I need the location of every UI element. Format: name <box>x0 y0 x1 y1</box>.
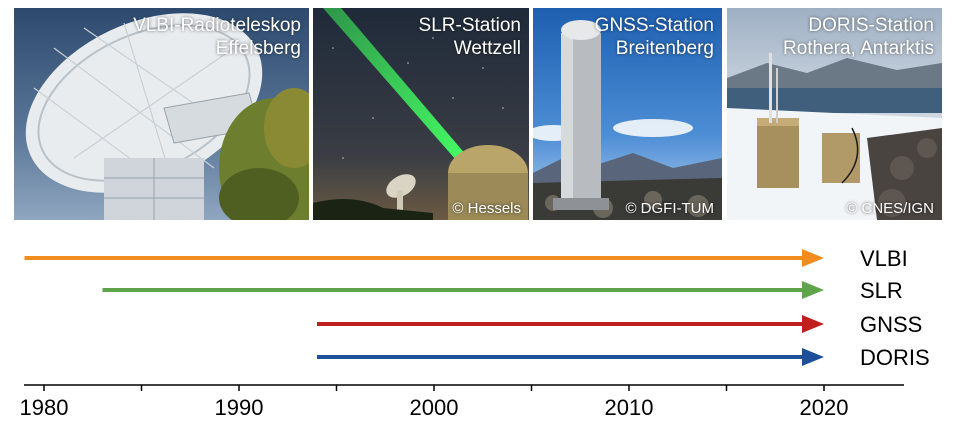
laser-station-image <box>313 8 529 220</box>
axis-tick-label: 2020 <box>800 395 849 420</box>
timeline-arrow-doris <box>317 348 824 366</box>
photo-title-line: Effelsberg <box>215 38 301 59</box>
photo-doris-rothera: DORIS-Station Rothera, Antarktis © CNES/… <box>727 8 942 220</box>
arrow-head <box>802 249 824 267</box>
arrow-head <box>802 281 824 299</box>
axis-tick-label: 1980 <box>20 395 69 420</box>
series-label: VLBI <box>860 246 908 271</box>
photo-credit: © DGFI-TUM <box>625 200 714 217</box>
photo-title-line: Breitenberg <box>615 38 714 59</box>
gnss-pillar-image <box>533 8 722 220</box>
photo-credit: © CNES/IGN <box>846 200 934 217</box>
radio-telescope-image <box>14 8 309 220</box>
photo-gnss-breitenberg: GNSS-Station Breitenberg © DGFI-TUM <box>533 8 722 220</box>
photo-vlbi-effelsberg: VLBI-Radioteleskop Effelsberg <box>14 8 309 220</box>
photo-title-line: SLR-Station <box>418 15 521 36</box>
photo-title-line: Wettzell <box>453 38 521 59</box>
photo-title: SLR-Station Wettzell <box>419 14 521 60</box>
timeline-arrow-vlbi <box>24 249 824 267</box>
axis-tick-label: 1990 <box>215 395 264 420</box>
series-label: GNSS <box>860 312 922 337</box>
photo-credit: © Hessels <box>452 200 521 217</box>
arrow-head <box>802 315 824 333</box>
arrow-head <box>802 348 824 366</box>
timeline-arrow-slr <box>102 281 824 299</box>
photo-title-line: DORIS-Station <box>808 15 934 36</box>
photo-title: VLBI-Radioteleskop Effelsberg <box>133 14 301 60</box>
photo-title: GNSS-Station Breitenberg <box>595 14 714 60</box>
timeline-chart: 1980 1990 2000 2010 2020 VLBI SLR GNSS DORIS <box>20 246 930 420</box>
series-label: SLR <box>860 278 903 303</box>
axis-tick-label: 2000 <box>410 395 459 420</box>
doris-station-image <box>727 8 942 220</box>
series-label: DORIS <box>860 345 930 370</box>
photo-title: DORIS-Station Rothera, Antarktis <box>783 14 934 60</box>
photo-title-line: Rothera, Antarktis <box>782 38 934 59</box>
technique-timeline: 1980 1990 2000 2010 2020 VLBI SLR GNSS DORIS <box>0 228 956 435</box>
timeline-arrow-gnss <box>317 315 824 333</box>
photo-title-line: GNSS-Station <box>594 15 714 36</box>
photo-slr-wettzell: SLR-Station Wettzell © Hessels <box>313 8 529 220</box>
axis-tick-label: 2010 <box>605 395 654 420</box>
photo-title-line: VLBI-Radioteleskop <box>133 15 301 36</box>
